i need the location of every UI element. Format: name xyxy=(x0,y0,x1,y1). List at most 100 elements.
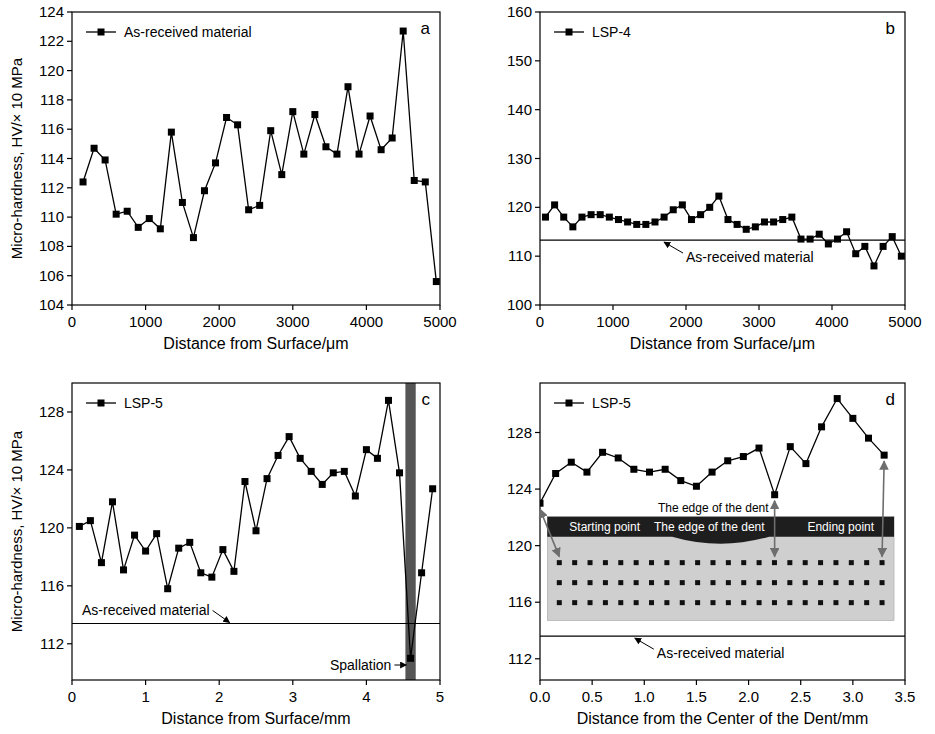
indent-dot xyxy=(572,560,577,565)
data-point xyxy=(797,236,804,243)
data-point xyxy=(693,483,700,490)
y-tick xyxy=(67,187,72,188)
panel: 0.00.51.01.52.02.53.03.5112116120124128D… xyxy=(507,383,915,727)
y-tick-label: 110 xyxy=(40,208,64,225)
data-point xyxy=(615,216,622,223)
y-tick xyxy=(535,207,540,208)
y-tick xyxy=(535,545,540,546)
panel-letter: c xyxy=(422,390,431,409)
data-point xyxy=(367,113,374,120)
inset-surface xyxy=(547,517,894,544)
y-tick xyxy=(535,488,540,489)
indent-dot xyxy=(649,560,654,565)
indent-dot xyxy=(618,580,623,585)
data-point xyxy=(389,134,396,141)
data-point xyxy=(385,397,392,404)
legend-marker xyxy=(566,400,573,407)
data-point xyxy=(219,546,226,553)
data-point xyxy=(429,485,436,492)
spallation-band xyxy=(405,383,415,680)
legend-label: LSP-5 xyxy=(124,395,163,411)
y-tick-label: 112 xyxy=(40,635,64,652)
data-point xyxy=(311,111,318,118)
data-point xyxy=(834,395,841,402)
data-point xyxy=(661,214,668,221)
x-tick xyxy=(539,305,540,310)
data-point xyxy=(102,156,109,163)
legend-marker xyxy=(98,400,105,407)
data-point xyxy=(715,193,722,200)
data-point xyxy=(433,278,440,285)
legend-label: As-received material xyxy=(124,24,252,40)
indent-dot xyxy=(787,600,792,605)
indent-dot xyxy=(664,580,669,585)
data-point xyxy=(779,216,786,223)
y-tick-label: 116 xyxy=(40,120,64,137)
data-point xyxy=(253,527,260,534)
y-tick-label: 116 xyxy=(508,593,532,610)
data-point xyxy=(124,208,131,215)
indent-dot xyxy=(849,580,854,585)
indent-dot xyxy=(557,560,562,565)
indent-dot xyxy=(680,600,685,605)
indent-dot xyxy=(864,600,869,605)
y-tick xyxy=(535,256,540,257)
data-point xyxy=(615,454,622,461)
data-point xyxy=(752,223,759,230)
indent-dot xyxy=(588,600,593,605)
data-point xyxy=(330,469,337,476)
x-tick-label: 3000 xyxy=(742,313,775,330)
data-point xyxy=(724,216,731,223)
data-point xyxy=(787,443,794,450)
indent-dot xyxy=(741,580,746,585)
data-point xyxy=(168,129,175,136)
x-tick xyxy=(685,305,686,310)
x-tick xyxy=(758,305,759,310)
inset-arrow xyxy=(774,501,776,557)
reference-arrow xyxy=(635,638,654,649)
indent-dot xyxy=(803,560,808,565)
data-point xyxy=(709,469,716,476)
band-arrow xyxy=(394,665,406,666)
x-tick-label: 2.0 xyxy=(738,688,759,705)
indent-dot xyxy=(880,580,885,585)
y-tick-label: 114 xyxy=(40,150,64,167)
figure: 0100020003000400050001041061081101121141… xyxy=(0,0,935,734)
indent-dot xyxy=(603,580,608,585)
x-tick-label: 1000 xyxy=(129,313,162,330)
y-tick-label: 128 xyxy=(507,424,532,441)
x-tick-label: 3.0 xyxy=(842,688,863,705)
indent-dot xyxy=(710,600,715,605)
y-tick-label: 118 xyxy=(40,91,64,108)
reference-arrow xyxy=(664,242,683,253)
data-point xyxy=(234,121,241,128)
data-point xyxy=(677,477,684,484)
indent-dot xyxy=(833,580,838,585)
y-axis-title: Micro-hardness, HV/× 10 MPa xyxy=(8,430,25,632)
plot-frame xyxy=(540,383,905,680)
annotation: The edge of the dent xyxy=(658,501,769,515)
data-point xyxy=(583,469,590,476)
x-tick xyxy=(904,305,905,310)
indent-dot xyxy=(618,560,623,565)
data-point xyxy=(142,548,149,555)
data-point xyxy=(396,469,403,476)
data-point xyxy=(569,223,576,230)
data-point xyxy=(852,250,859,257)
y-tick xyxy=(67,70,72,71)
x-tick-label: 0 xyxy=(68,313,76,330)
indent-dot xyxy=(818,580,823,585)
data-point xyxy=(131,532,138,539)
data-point xyxy=(588,211,595,218)
y-tick xyxy=(535,158,540,159)
indent-dot xyxy=(880,560,885,565)
data-point xyxy=(76,523,83,530)
data-point xyxy=(175,545,182,552)
indent-dot xyxy=(833,560,838,565)
inset-background xyxy=(547,517,894,621)
data-point xyxy=(256,202,263,209)
data-point xyxy=(551,201,558,208)
data-point xyxy=(788,214,795,221)
x-tick xyxy=(800,680,801,685)
indent-dot xyxy=(588,580,593,585)
